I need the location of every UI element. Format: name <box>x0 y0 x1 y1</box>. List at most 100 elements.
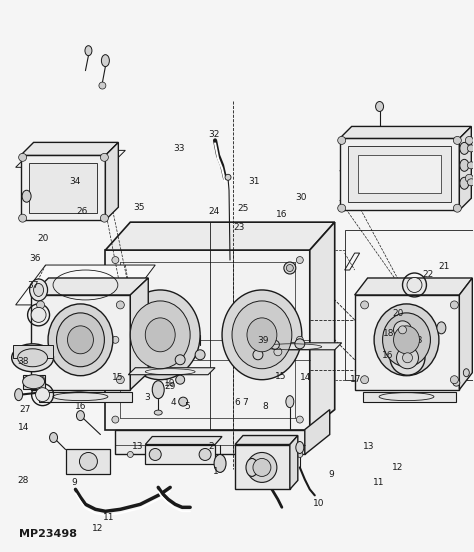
Ellipse shape <box>253 350 263 360</box>
Bar <box>358 155 441 193</box>
Ellipse shape <box>460 177 469 189</box>
Polygon shape <box>21 155 105 220</box>
Ellipse shape <box>463 369 469 376</box>
Text: 5: 5 <box>184 402 190 411</box>
Polygon shape <box>235 436 298 444</box>
Text: 9: 9 <box>328 470 334 479</box>
Ellipse shape <box>247 318 277 352</box>
Ellipse shape <box>467 162 474 169</box>
Ellipse shape <box>296 442 304 454</box>
Ellipse shape <box>22 190 31 202</box>
Ellipse shape <box>337 136 346 145</box>
Ellipse shape <box>12 344 54 371</box>
Text: 11: 11 <box>373 478 384 487</box>
Polygon shape <box>105 142 118 220</box>
Polygon shape <box>310 222 335 429</box>
Ellipse shape <box>120 290 200 380</box>
Ellipse shape <box>175 355 185 365</box>
Ellipse shape <box>460 160 469 171</box>
Ellipse shape <box>402 353 412 363</box>
Text: 13: 13 <box>132 442 144 451</box>
Ellipse shape <box>232 301 292 369</box>
Ellipse shape <box>284 262 296 274</box>
Ellipse shape <box>286 396 294 407</box>
Ellipse shape <box>296 336 303 343</box>
Ellipse shape <box>152 381 164 399</box>
Ellipse shape <box>450 301 458 309</box>
Text: 21: 21 <box>438 262 450 270</box>
Text: 35: 35 <box>133 203 145 212</box>
Text: 31: 31 <box>248 177 259 186</box>
Ellipse shape <box>393 321 411 339</box>
Ellipse shape <box>56 313 104 367</box>
Text: 13: 13 <box>363 442 374 451</box>
Polygon shape <box>21 142 118 155</box>
Ellipse shape <box>397 347 419 369</box>
Bar <box>347 146 451 202</box>
Bar <box>23 375 45 389</box>
Ellipse shape <box>195 350 205 360</box>
Polygon shape <box>130 278 148 390</box>
Ellipse shape <box>100 153 109 161</box>
Text: 28: 28 <box>18 476 29 485</box>
Text: 23: 23 <box>234 223 245 232</box>
Text: 27: 27 <box>19 405 31 413</box>
Text: 20: 20 <box>392 309 403 318</box>
Text: 22: 22 <box>423 270 434 279</box>
Bar <box>13 345 53 358</box>
Ellipse shape <box>361 301 369 309</box>
Text: 12: 12 <box>92 524 103 533</box>
Ellipse shape <box>80 453 98 470</box>
Polygon shape <box>31 295 130 390</box>
Ellipse shape <box>214 454 226 473</box>
Text: 13: 13 <box>412 337 423 346</box>
Ellipse shape <box>296 257 303 263</box>
Polygon shape <box>105 222 335 250</box>
Ellipse shape <box>112 416 119 423</box>
Ellipse shape <box>277 452 283 458</box>
Text: 33: 33 <box>173 144 185 153</box>
Polygon shape <box>16 150 125 167</box>
Ellipse shape <box>149 448 161 460</box>
Ellipse shape <box>337 204 346 212</box>
Ellipse shape <box>36 301 45 309</box>
Polygon shape <box>340 139 459 210</box>
Ellipse shape <box>76 411 84 421</box>
Polygon shape <box>345 253 360 270</box>
Text: 32: 32 <box>209 130 220 139</box>
Text: 15: 15 <box>275 371 286 381</box>
Text: 15: 15 <box>112 373 124 383</box>
Text: 34: 34 <box>70 177 81 186</box>
Text: 18: 18 <box>383 330 394 338</box>
Ellipse shape <box>18 349 47 367</box>
Polygon shape <box>245 343 342 350</box>
Text: 3: 3 <box>144 392 150 402</box>
Ellipse shape <box>237 452 243 458</box>
Text: 11: 11 <box>103 513 114 522</box>
Text: 24: 24 <box>209 206 220 215</box>
Ellipse shape <box>116 376 124 384</box>
Ellipse shape <box>453 204 461 212</box>
Ellipse shape <box>23 375 45 389</box>
Polygon shape <box>145 437 222 444</box>
Ellipse shape <box>85 46 92 56</box>
Polygon shape <box>38 392 132 402</box>
Text: 37: 37 <box>27 282 38 290</box>
Polygon shape <box>16 265 155 305</box>
Ellipse shape <box>246 459 258 476</box>
Polygon shape <box>355 278 472 295</box>
Ellipse shape <box>453 379 460 386</box>
Ellipse shape <box>15 389 23 401</box>
Text: 14: 14 <box>18 423 29 432</box>
Ellipse shape <box>225 174 231 181</box>
Polygon shape <box>115 429 305 454</box>
Ellipse shape <box>130 301 190 369</box>
Ellipse shape <box>453 136 461 145</box>
Polygon shape <box>145 444 215 464</box>
Text: 16: 16 <box>382 351 393 360</box>
Text: 38: 38 <box>18 357 29 366</box>
Text: 8: 8 <box>263 402 268 411</box>
Ellipse shape <box>383 313 430 367</box>
Text: 14: 14 <box>300 373 311 383</box>
Ellipse shape <box>199 448 211 460</box>
